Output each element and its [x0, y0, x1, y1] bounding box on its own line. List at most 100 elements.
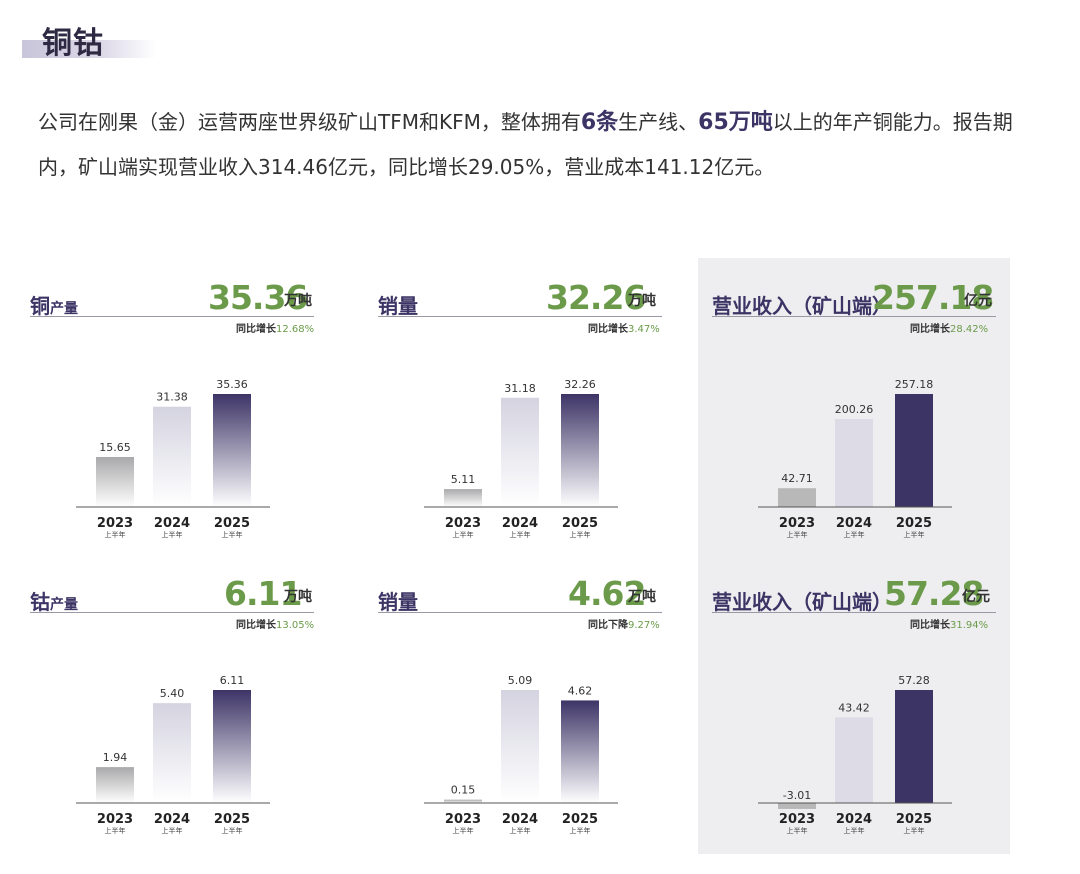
category-label: 2024 [154, 516, 190, 531]
card-label: 销量 [378, 590, 418, 614]
card-yoy: 同比增长12.68% [236, 324, 315, 335]
bar-2024 [501, 690, 539, 803]
card-big-value: 32.26 [546, 278, 646, 317]
category-sublabel: 上半年 [904, 826, 925, 835]
category-sublabel: 上半年 [510, 530, 531, 539]
category-label: 2023 [445, 812, 481, 827]
bar-value-label: 32.26 [564, 378, 596, 391]
bar-2023 [444, 489, 482, 507]
card-yoy: 同比增长3.47% [588, 324, 660, 335]
bar-value-label: 57.28 [898, 674, 930, 687]
bar-2023 [444, 799, 482, 803]
category-label: 2025 [562, 812, 598, 827]
bar-value-label: 4.62 [568, 684, 593, 697]
bar-2025 [895, 394, 933, 507]
intro-text-1: 公司在刚果（金）运营两座世界级矿山TFM和KFM，整体拥有 [38, 110, 581, 134]
category-label: 2024 [836, 812, 872, 827]
bar-2023 [96, 767, 134, 803]
copper-sales-card: 销量 32.26 万吨 同比增长3.47% 5.11 2023 上半年 31.18 20… [378, 262, 668, 542]
category-label: 2024 [154, 812, 190, 827]
bar-2025 [561, 394, 599, 507]
bar-value-label: 31.18 [504, 382, 536, 395]
card-yoy: 同比增长13.05% [236, 620, 315, 631]
category-sublabel: 上半年 [453, 826, 474, 835]
copper-revenue-card: 营业收入（矿山端） 257.18 亿元 同比增长28.42% 42.71 2023… [712, 262, 1002, 542]
category-label: 2023 [779, 516, 815, 531]
card-label: 钴产量 [30, 590, 78, 614]
category-sublabel: 上半年 [844, 826, 865, 835]
bar-value-label: 5.40 [160, 687, 185, 700]
card-divider [378, 612, 662, 613]
bar-2023 [778, 803, 816, 809]
category-sublabel: 上半年 [162, 826, 183, 835]
card-divider [30, 612, 314, 613]
bar-value-label: 43.42 [838, 701, 870, 714]
intro-paragraph: 公司在刚果（金）运营两座世界级矿山TFM和KFM，整体拥有6条生产线、65万吨以… [38, 100, 1028, 189]
category-label: 2023 [779, 812, 815, 827]
category-label: 2023 [445, 516, 481, 531]
card-divider [712, 316, 996, 317]
category-label: 2024 [836, 516, 872, 531]
card-label: 营业收入（矿山端） [712, 294, 892, 318]
card-unit: 万吨 [284, 293, 312, 309]
section-title-highlight [22, 40, 156, 58]
section-title: 铜钴 [42, 26, 104, 61]
category-sublabel: 上半年 [787, 530, 808, 539]
category-sublabel: 上半年 [844, 530, 865, 539]
intro-text-2: 生产线、 [618, 110, 699, 134]
bar-value-label: 1.94 [103, 751, 128, 764]
bar-value-label: 0.15 [451, 784, 476, 797]
category-label: 2025 [214, 516, 250, 531]
category-sublabel: 上半年 [222, 530, 243, 539]
section-header: 铜钴 [22, 18, 158, 62]
bar-2023 [778, 488, 816, 507]
bar-value-label: 200.26 [835, 403, 874, 416]
card-unit: 万吨 [284, 589, 312, 605]
category-sublabel: 上半年 [570, 826, 591, 835]
category-sublabel: 上半年 [105, 826, 126, 835]
bar-value-label: 5.11 [451, 473, 476, 486]
bar-2024 [153, 406, 191, 507]
bar-value-label: 15.65 [99, 441, 131, 454]
card-label: 销量 [378, 294, 418, 318]
intro-highlight-lines: 6条 [580, 110, 619, 135]
bar-2024 [835, 717, 873, 803]
cobalt-production-card: 钴产量 6.11 万吨 同比增长13.05% 1.94 2023 上半年 5.40 20… [30, 558, 320, 838]
bar-2025 [895, 690, 933, 803]
bar-value-label: 35.36 [216, 378, 248, 391]
category-sublabel: 上半年 [162, 530, 183, 539]
bar-2024 [501, 397, 539, 507]
bar-value-label: 42.71 [781, 472, 813, 485]
card-label: 铜产量 [30, 294, 78, 318]
card-big-value: 257.18 [872, 278, 994, 317]
category-sublabel: 上半年 [222, 826, 243, 835]
intro-text-3: 以上的年产铜能力。报告期内，矿山端实现营业收入314.46亿元，同比增长29.0… [38, 110, 1013, 179]
cobalt-revenue-card: 营业收入（矿山端） 57.28 亿元 同比增长31.94% -3.01 2023 上… [712, 558, 1002, 838]
category-sublabel: 上半年 [570, 530, 591, 539]
card-big-value: 35.36 [208, 278, 308, 317]
category-sublabel: 上半年 [453, 530, 474, 539]
bar-2023 [96, 456, 134, 507]
cobalt-sales-card: 销量 4.62 万吨 同比下降9.27% 0.15 2023 上半年 5.09 2024… [378, 558, 668, 838]
bar-2025 [213, 690, 251, 803]
card-yoy: 同比增长28.42% [910, 324, 989, 335]
card-unit: 万吨 [628, 293, 656, 309]
bar-2025 [561, 700, 599, 803]
copper-production-card: 铜产量 35.36 万吨 同比增长12.68% 15.65 2023 上半年 31.3… [30, 262, 320, 542]
bar-value-label: 6.11 [220, 674, 245, 687]
bar-value-label: 31.38 [156, 391, 188, 404]
category-sublabel: 上半年 [510, 826, 531, 835]
bar-value-label: 5.09 [508, 674, 533, 687]
category-label: 2025 [562, 516, 598, 531]
card-divider [378, 316, 662, 317]
bar-2024 [835, 419, 873, 507]
card-big-value: 57.28 [884, 574, 984, 613]
card-yoy: 同比下降9.27% [588, 620, 660, 631]
category-label: 2025 [896, 812, 932, 827]
bar-2025 [213, 394, 251, 507]
